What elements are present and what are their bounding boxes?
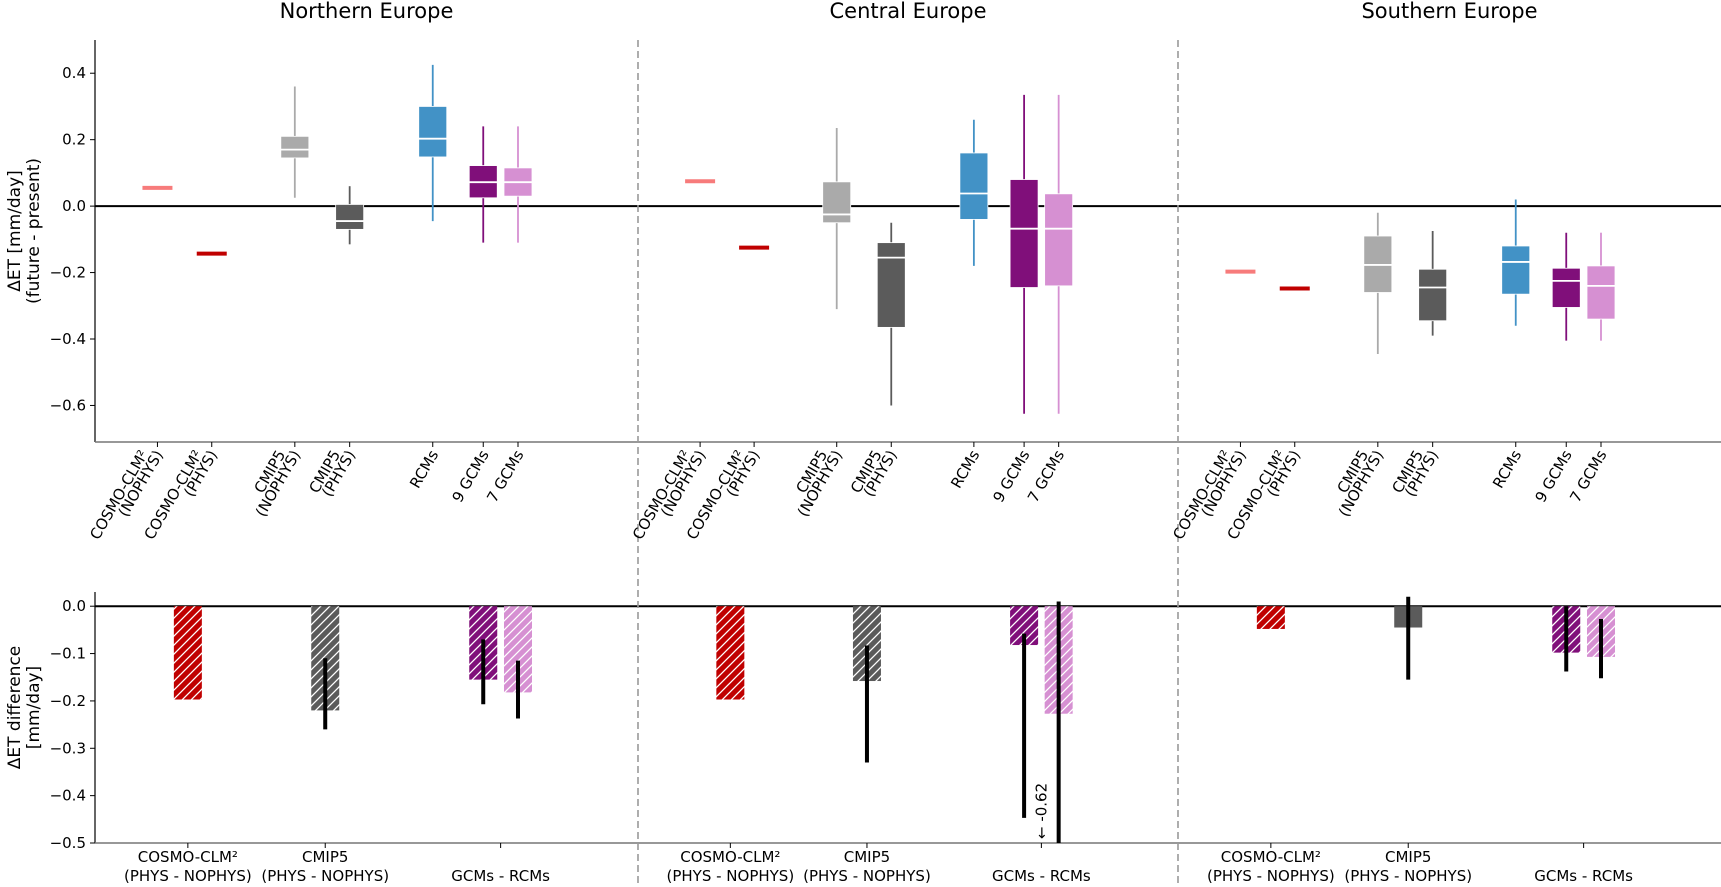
box-cmip5_phys: [1418, 268, 1448, 322]
bottom-x-tick-label: GCMs - RCMs: [451, 867, 550, 885]
box-gcms7: [1044, 193, 1074, 287]
top-y-tick-label: −0.2: [50, 264, 86, 282]
bottom-x-tick-label: (PHYS - NOPHYS): [1207, 867, 1335, 885]
bottom-x-tick-label: (PHYS - NOPHYS): [124, 867, 252, 885]
top-y-tick-label: 0.4: [62, 64, 86, 82]
top-x-tick-label: RCMs: [406, 447, 442, 492]
top-x-tick-label: RCMs: [947, 447, 983, 492]
bottom-x-tick-label: (PHYS - NOPHYS): [1344, 867, 1472, 885]
box-gcms7: [1586, 265, 1616, 320]
box-rcms: [1501, 245, 1531, 295]
bottom-y-axis-label: [mm/day]: [24, 666, 44, 749]
top-y-tick-label: −0.6: [50, 396, 86, 414]
box-cmip5_nophys: [280, 135, 310, 159]
bottom-x-tick-label: COSMO-CLM²: [680, 848, 780, 866]
top-y-axis-label: ΔET [mm/day]: [5, 170, 25, 292]
top-y-tick-label: 0.0: [62, 197, 86, 215]
bottom-y-tick-label: 0.0: [62, 597, 86, 615]
bottom-y-tick-label: −0.3: [50, 739, 86, 757]
bar-cosmo: [1256, 606, 1285, 629]
box-cmip5_phys: [876, 242, 906, 328]
bottom-x-tick-label: (PHYS - NOPHYS): [666, 867, 794, 885]
box-rcms: [418, 106, 448, 158]
bottom-y-tick-label: −0.2: [50, 692, 86, 710]
bottom-y-axis-label: ΔET difference: [5, 646, 25, 770]
bottom-x-tick-label: GCMs - RCMs: [992, 867, 1091, 885]
top-y-tick-label: 0.2: [62, 131, 86, 149]
bar-cosmo: [173, 606, 202, 700]
chart-layer: 0.4 0.2 0.0 −0.2 −0.4 −0.6 0.0 −0.1 −0.2 −0.3 −0.4…: [5, 0, 1721, 887]
region-title: Northern Europe: [280, 0, 454, 23]
box-rcms: [959, 152, 989, 220]
bottom-x-tick-label: CMIP5: [1385, 848, 1431, 866]
bottom-x-tick-label: (PHYS - NOPHYS): [261, 867, 389, 885]
box-cmip5_phys: [335, 204, 365, 230]
box-gcms9: [1009, 179, 1039, 288]
bar-cosmo: [716, 606, 745, 700]
top-x-tick-label: RCMs: [1489, 447, 1525, 492]
bottom-x-tick-label: (PHYS - NOPHYS): [803, 867, 931, 885]
clipped-value-annotation: ← -0.62: [1033, 783, 1051, 839]
bottom-x-tick-label: COSMO-CLM²: [138, 848, 238, 866]
region-title: Central Europe: [830, 0, 987, 23]
bottom-y-tick-label: −0.1: [50, 645, 86, 663]
region-title: Southern Europe: [1361, 0, 1537, 23]
box-cmip5_nophys: [822, 181, 852, 224]
bottom-x-tick-label: CMIP5: [302, 848, 348, 866]
bottom-x-tick-label: COSMO-CLM²: [1221, 848, 1321, 866]
bottom-x-tick-label: CMIP5: [844, 848, 890, 866]
top-y-axis-label: (future - present): [24, 158, 44, 304]
top-y-tick-label: −0.4: [50, 330, 86, 348]
bottom-x-tick-label: GCMs - RCMs: [1534, 867, 1633, 885]
box-gcms9: [1551, 267, 1581, 308]
bottom-y-tick-label: −0.4: [50, 787, 86, 805]
bottom-y-tick-label: −0.5: [50, 834, 86, 852]
